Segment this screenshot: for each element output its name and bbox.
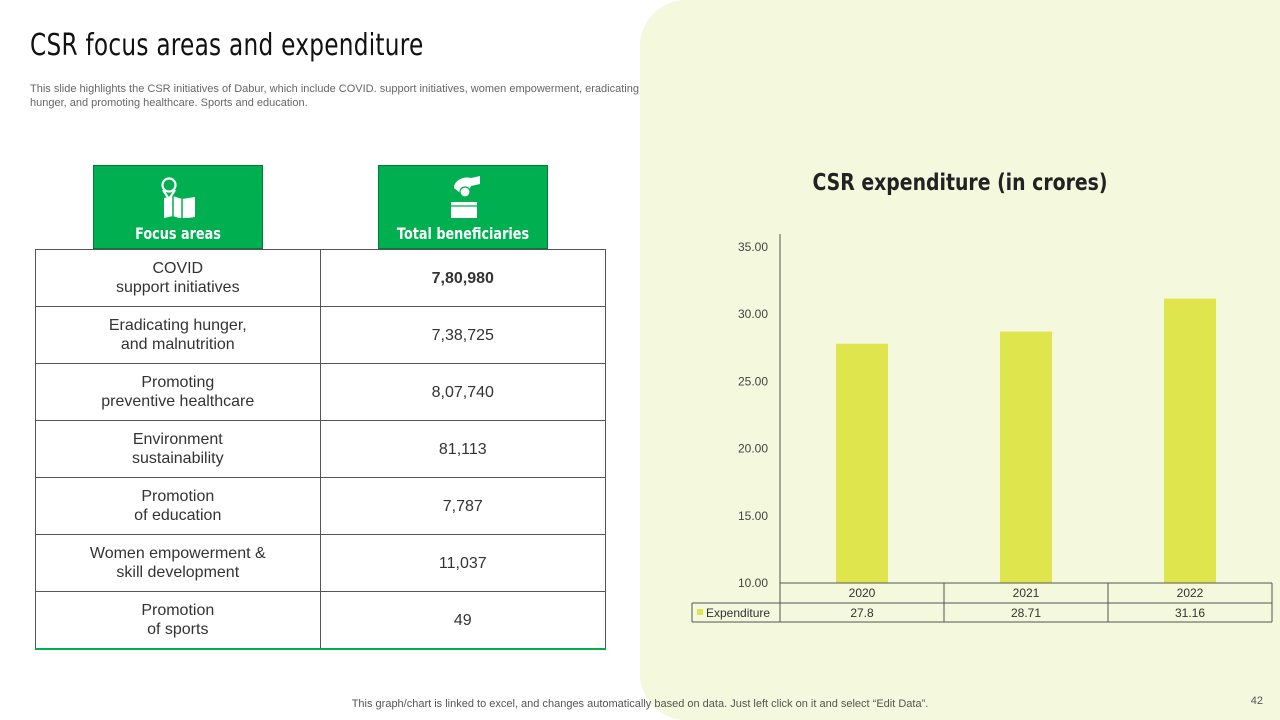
- table-row: Promotion of education 7,787: [35, 477, 607, 535]
- expenditure-bar-chart: 10.00 15.00 20.00 25.00 30.00 35.00 2020 27.8 20…: [691, 234, 1273, 623]
- focus-area-cell: Promotion of sports: [35, 591, 321, 650]
- page-title: CSR focus areas and expenditure: [30, 28, 424, 63]
- header-total-beneficiaries: Total beneficiaries: [378, 165, 548, 249]
- data-label: 27.8: [850, 606, 874, 620]
- table-row: Women empowerment & skill development 11…: [35, 534, 607, 592]
- y-tick-label: 15.00: [738, 509, 768, 523]
- focus-area-line: sustainability: [131, 450, 224, 467]
- table-row: Promotion of sports 49: [35, 591, 607, 650]
- beneficiaries-cell: 8,07,740: [319, 363, 607, 421]
- beneficiaries-cell: 7,80,980: [319, 249, 607, 307]
- table-row: Eradicating hunger, and malnutrition 7,3…: [35, 306, 607, 364]
- bar: [1164, 298, 1216, 583]
- map-pin-icon: [94, 172, 262, 219]
- hand-wallet-icon: [379, 172, 547, 219]
- focus-area-line: skill development: [116, 564, 240, 581]
- y-tick-label: 10.00: [738, 576, 768, 590]
- data-label: 31.16: [1175, 606, 1205, 620]
- data-label: 28.71: [1011, 606, 1041, 620]
- page-subtitle: This slide highlights the CSR initiative…: [30, 83, 639, 109]
- focus-area-line: COVID: [152, 260, 204, 277]
- focus-area-line: and malnutrition: [120, 336, 235, 353]
- focus-area-line: Eradicating hunger,: [108, 317, 247, 334]
- header-focus-areas-label: Focus areas: [135, 224, 221, 243]
- focus-area-cell: Environment sustainability: [35, 420, 321, 478]
- focus-area-line: Promoting: [141, 374, 215, 391]
- y-tick-label: 30.00: [738, 307, 768, 321]
- focus-area-cell: Eradicating hunger, and malnutrition: [35, 306, 321, 364]
- beneficiaries-cell: 81,113: [319, 420, 607, 478]
- footer-note: This graph/chart is linked to excel, and…: [351, 698, 929, 710]
- focus-area-cell: Promoting preventive healthcare: [35, 363, 321, 421]
- bar: [836, 343, 888, 583]
- focus-areas-table: COVID support initiatives 7,80,980 Eradi…: [35, 249, 607, 650]
- focus-area-line: preventive healthcare: [101, 393, 255, 410]
- focus-area-line: Women empowerment &: [89, 545, 266, 562]
- y-tick-label: 20.00: [738, 442, 768, 456]
- focus-area-line: of sports: [147, 621, 209, 638]
- chart-title: CSR expenditure (in crores): [812, 170, 1108, 196]
- table-row: Environment sustainability 81,113: [35, 420, 607, 478]
- x-tick-label: 2021: [1013, 586, 1040, 600]
- header-total-beneficiaries-label: Total beneficiaries: [396, 224, 530, 243]
- focus-area-line: support initiatives: [115, 279, 240, 296]
- focus-area-cell: Promotion of education: [35, 477, 321, 535]
- header-focus-areas: Focus areas: [93, 165, 263, 249]
- x-tick-label: 2020: [849, 586, 876, 600]
- focus-area-line: of education: [134, 507, 222, 524]
- focus-area-line: Environment: [132, 431, 223, 448]
- beneficiaries-cell: 11,037: [319, 534, 607, 592]
- table-row: Promoting preventive healthcare 8,07,740: [35, 363, 607, 421]
- table-row: COVID support initiatives 7,80,980: [35, 249, 607, 307]
- focus-area-cell: COVID support initiatives: [35, 249, 321, 307]
- focus-area-cell: Women empowerment & skill development: [35, 534, 321, 592]
- bar: [1000, 331, 1052, 583]
- x-tick-label: 2022: [1177, 586, 1204, 600]
- y-tick-label: 35.00: [738, 240, 768, 254]
- focus-area-line: Promotion: [141, 488, 215, 505]
- beneficiaries-cell: 7,38,725: [319, 306, 607, 364]
- y-tick-label: 25.00: [738, 374, 768, 388]
- beneficiaries-cell: 49: [319, 591, 607, 650]
- legend-swatch: [697, 609, 703, 615]
- beneficiaries-cell: 7,787: [319, 477, 607, 535]
- legend-label: Expenditure: [706, 606, 770, 620]
- page-number: 42: [1250, 695, 1263, 707]
- focus-area-line: Promotion: [141, 602, 215, 619]
